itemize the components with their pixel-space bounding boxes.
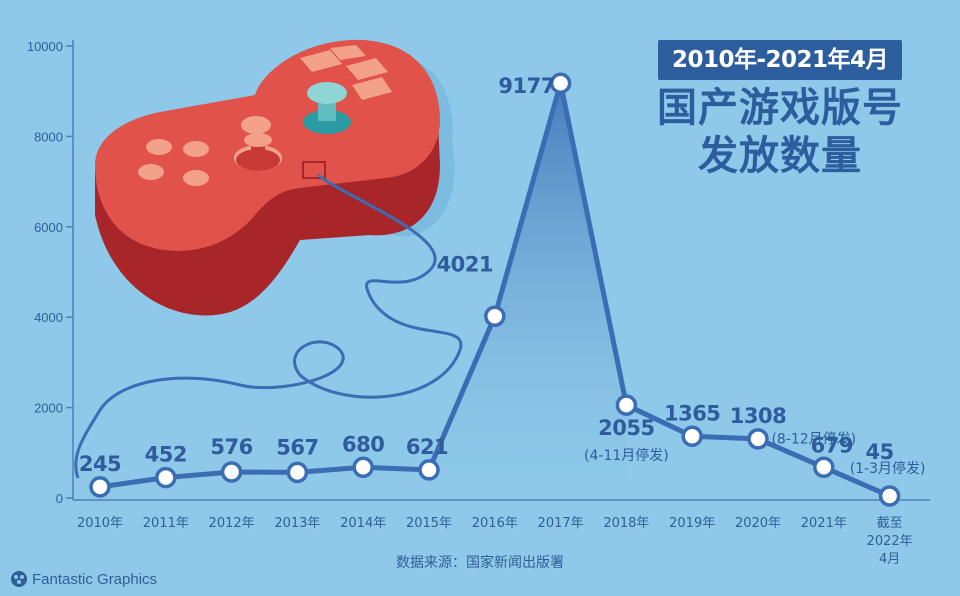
y-tick-label: 4000 — [34, 310, 63, 325]
chart-title-line2: 发放数量 — [698, 133, 862, 179]
data-point — [418, 459, 440, 481]
data-point — [615, 394, 638, 416]
x-tick-label: 2012年 — [209, 516, 255, 531]
data-point — [681, 425, 703, 448]
x-tick-label-line: 2010年 — [77, 516, 123, 531]
data-point — [813, 456, 835, 479]
x-tick-label: 2013年 — [274, 516, 320, 531]
x-tick-label-line: 2021年 — [801, 516, 847, 531]
data-source: 数据来源：国家新闻出版署 — [396, 555, 564, 571]
data-label: 9177 — [498, 74, 554, 98]
data-point — [89, 476, 111, 498]
x-tick-label: 截至 2022年 4月 — [867, 516, 913, 567]
annotation-label: (4-11月停发) — [584, 447, 669, 464]
x-tick-label: 2011年 — [143, 516, 189, 531]
x-tick-label-line: 2018年 — [603, 516, 649, 531]
data-point — [352, 456, 374, 479]
joystick — [303, 82, 351, 134]
x-tick-label: 2016年 — [472, 516, 518, 531]
data-point — [286, 461, 309, 484]
chart-title-line1: 国产游戏版号 — [657, 85, 903, 131]
data-point — [549, 72, 572, 94]
x-tick-label-line: 2015年 — [406, 516, 452, 531]
brand-logo: Fantastic Graphics — [10, 569, 157, 589]
x-tick-label: 2019年 — [669, 516, 715, 531]
data-point — [747, 428, 769, 450]
x-tick-label: 2014年 — [340, 516, 386, 531]
peak-area-fill — [429, 83, 627, 499]
chart-main-title: 国产游戏版号 发放数量 — [640, 84, 920, 180]
controller-cable — [74, 173, 463, 479]
y-tick-label: 10000 — [27, 39, 63, 54]
data-point — [878, 485, 901, 507]
data-point — [155, 466, 177, 489]
data-label: 679 — [811, 433, 853, 457]
data-label: 4021 — [437, 252, 493, 276]
x-tick-label: 2010年 — [77, 516, 123, 531]
data-label: 1308 — [730, 404, 786, 428]
x-tick-label-line: 2022年 — [867, 534, 913, 549]
data-point — [220, 461, 243, 483]
brand-name: Fantastic Graphics — [32, 570, 158, 588]
game-controller-illustration — [74, 39, 463, 479]
x-tick-label-line: 2020年 — [735, 516, 781, 531]
data-label: 621 — [406, 435, 448, 459]
data-label: 45 — [865, 440, 893, 464]
y-tick-label: 0 — [56, 491, 63, 506]
x-tick-label-line: 2013年 — [274, 516, 320, 531]
x-tick-label-line: 2011年 — [143, 516, 189, 531]
cable-plug — [302, 161, 326, 179]
data-label: 452 — [145, 443, 187, 467]
controller-top — [95, 39, 440, 251]
data-label: 680 — [342, 432, 384, 456]
brand-icon — [11, 571, 27, 587]
y-tick-label: 2000 — [34, 401, 63, 416]
x-tick-label: 2017年 — [538, 516, 584, 531]
data-label: 2055 — [598, 416, 654, 440]
x-tick-label-line: 2017年 — [538, 516, 584, 531]
data-label: 567 — [276, 435, 318, 459]
data-point — [484, 305, 506, 328]
data-label: 245 — [79, 452, 121, 476]
x-tick-label: 2018年 — [603, 516, 649, 531]
x-tick-label-line: 2019年 — [669, 516, 715, 531]
joystick-left — [236, 133, 280, 171]
x-tick-label-line: 2016年 — [472, 516, 518, 531]
x-tick-label-line: 2012年 — [209, 516, 255, 531]
data-label: 576 — [210, 435, 252, 459]
chart-period-title: 2010年-2021年4月 — [658, 40, 902, 80]
data-label: 1365 — [664, 401, 720, 425]
x-tick-label: 2020年 — [735, 516, 781, 531]
y-tick-label: 6000 — [34, 220, 63, 235]
x-tick-label: 2021年 — [801, 516, 847, 531]
x-tick-label-line: 截至 — [877, 516, 903, 531]
x-tick-label-line: 2014年 — [340, 516, 386, 531]
annotation-label: (1-3月停发) — [850, 460, 926, 477]
y-tick-label: 8000 — [34, 129, 63, 144]
x-tick-label-line: 4月 — [879, 552, 900, 567]
annotation-label: (8-12月停发) — [771, 430, 856, 447]
x-tick-label: 2015年 — [406, 516, 452, 531]
